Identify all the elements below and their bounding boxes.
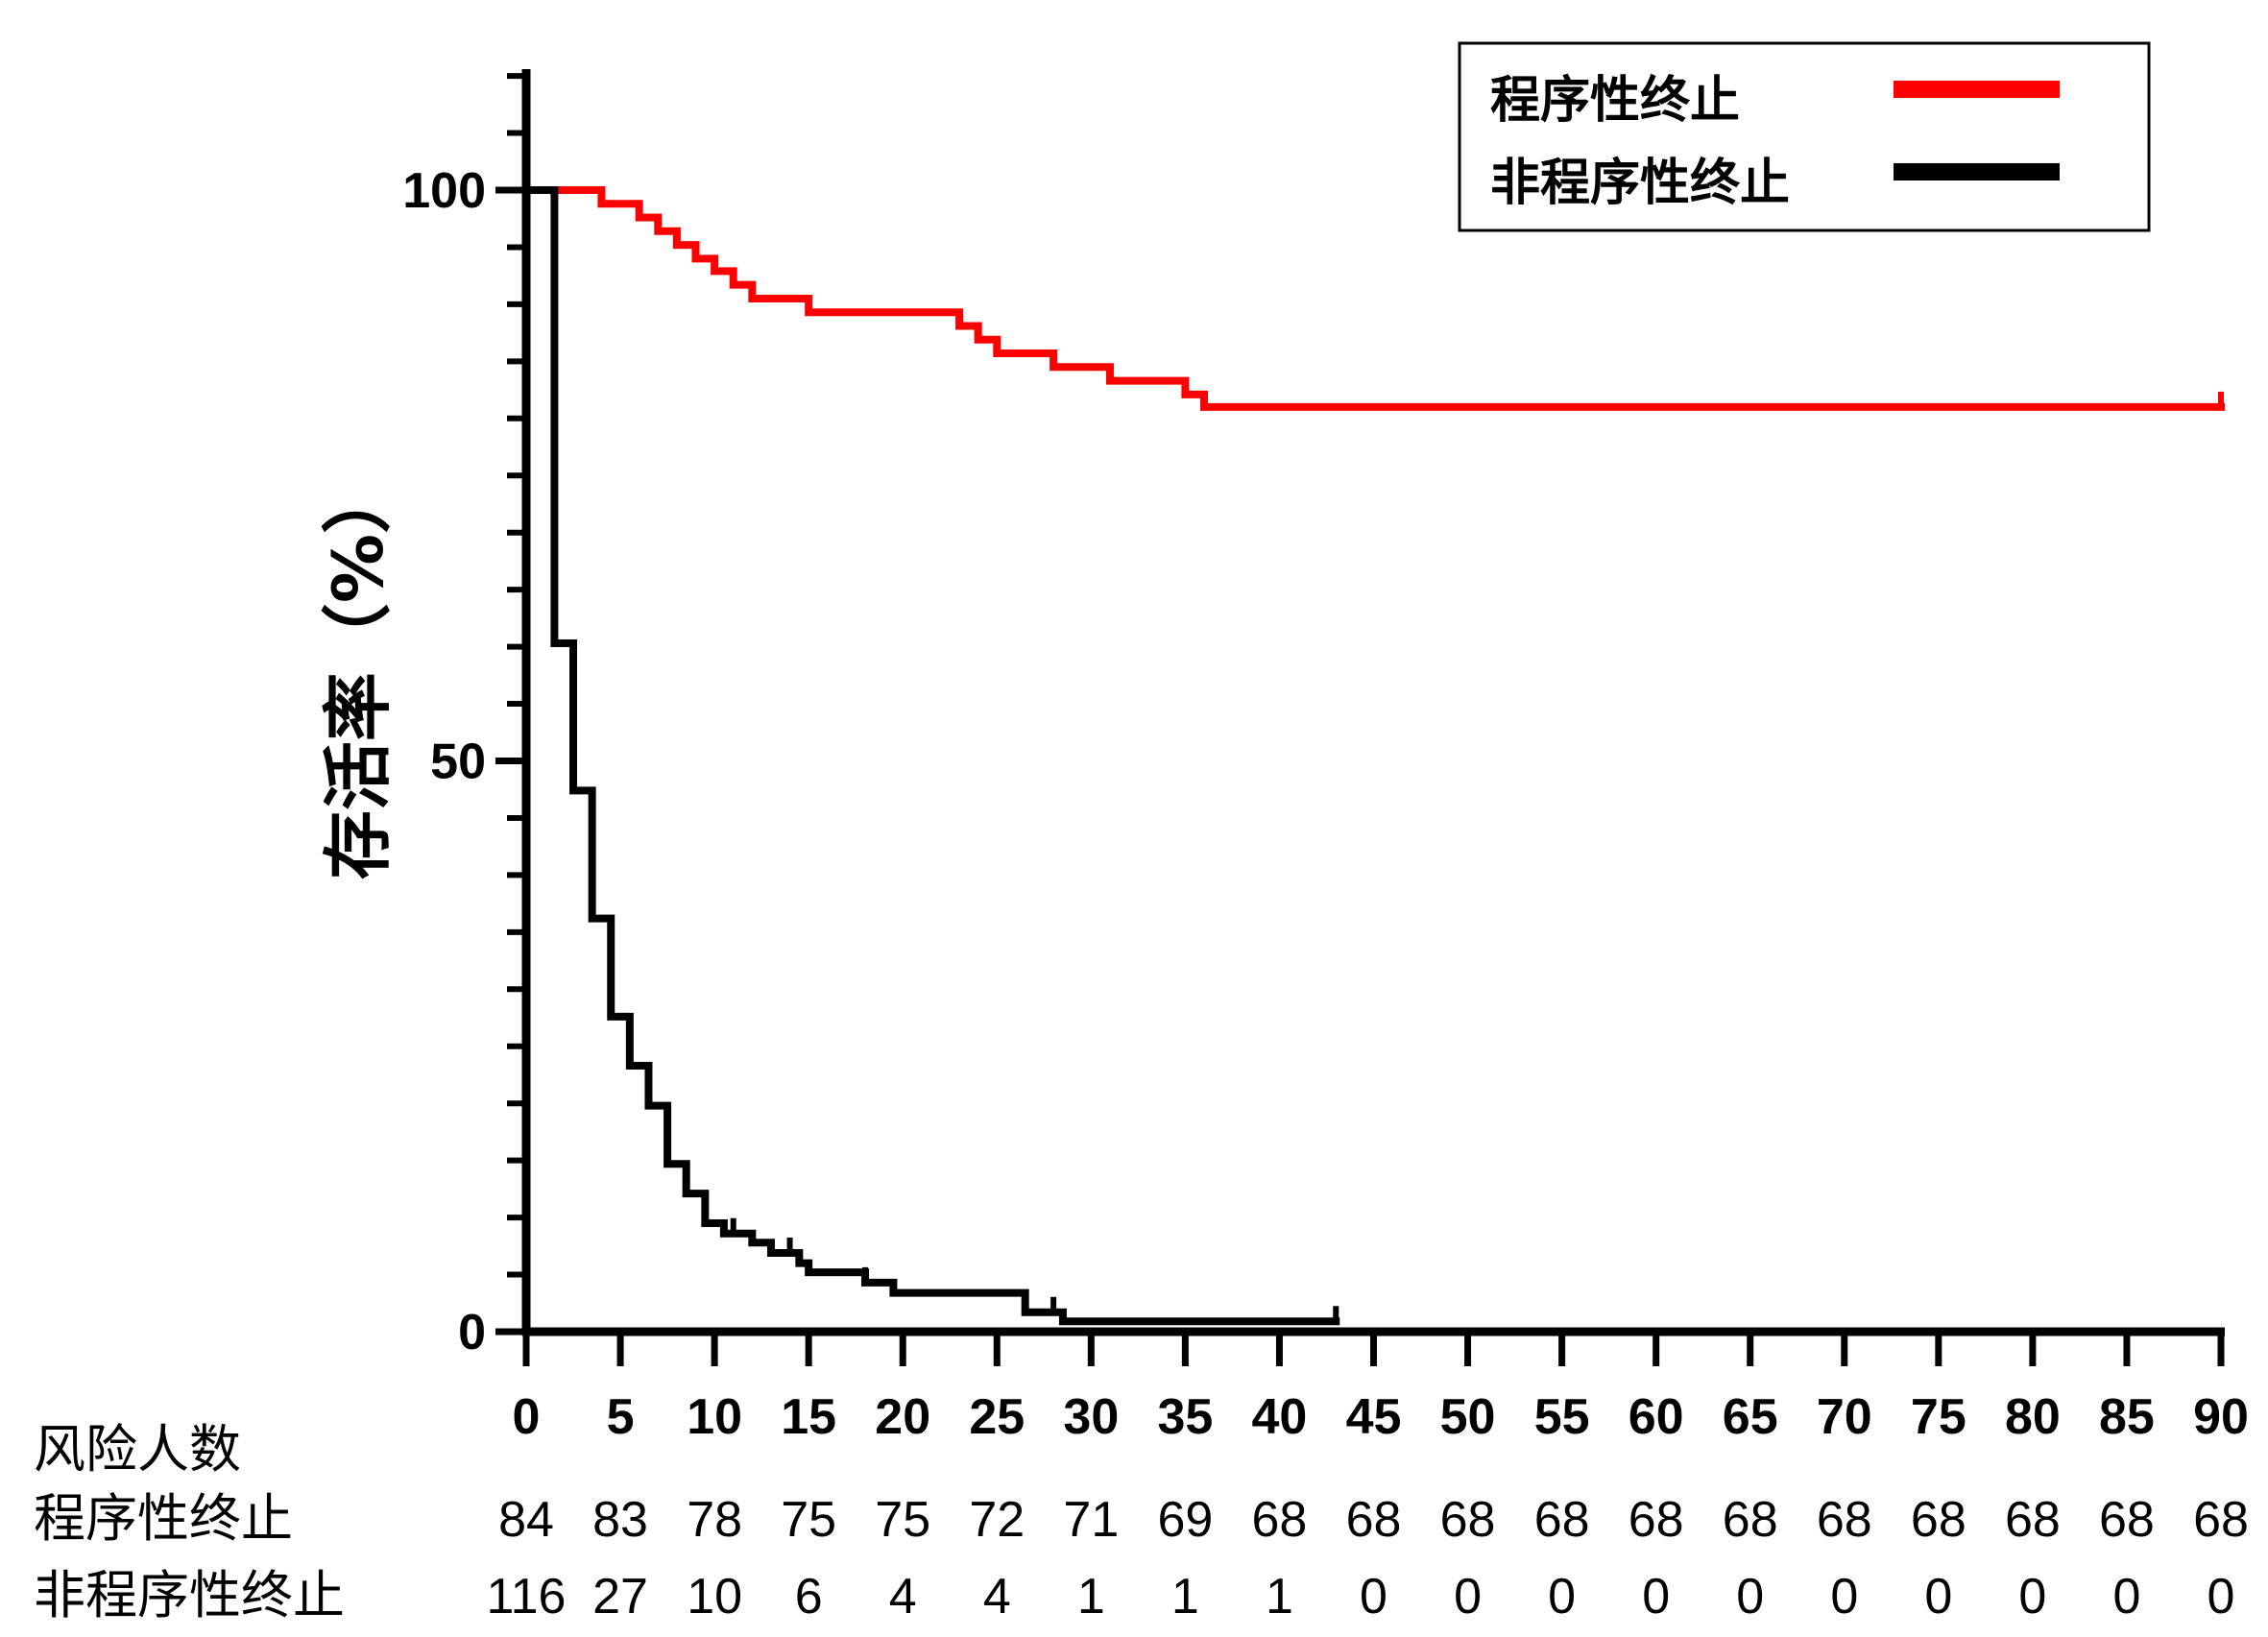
x-tick-label: 80 [2005,1389,2061,1445]
y-tick-label: 100 [402,163,486,219]
risk-value: 68 [1911,1492,1966,1548]
risk-value: 68 [2099,1492,2155,1548]
risk-value: 75 [875,1492,930,1548]
risk-value: 0 [1642,1569,1670,1625]
risk-table-title: 风险人数 [34,1419,241,1480]
x-tick-label: 30 [1063,1389,1119,1445]
risk-value: 6 [795,1569,823,1625]
legend-box [1458,41,2151,232]
risk-value: 68 [1723,1492,1778,1548]
risk-value: 0 [1548,1569,1576,1625]
risk-value: 71 [1063,1492,1119,1548]
risk-value: 68 [1440,1492,1496,1548]
risk-table: 风险人数 程序性终止 非程序性终止 84 83 78 75 75 72 71 69 68 68 68… [34,1419,2249,1625]
risk-value: 10 [687,1569,742,1625]
x-tick-label: 15 [781,1389,836,1445]
curve-programmed [522,186,2225,411]
x-tick-label: 55 [1534,1389,1590,1445]
x-tick-label: 85 [2099,1389,2155,1445]
x-tick-label: 5 [607,1389,635,1445]
risk-value: 27 [592,1569,648,1625]
legend-label-nonprogrammed: 非程序性终止 [1490,155,1790,212]
risk-value: 68 [2193,1492,2249,1548]
x-tick-label: 20 [875,1389,930,1445]
risk-value: 116 [487,1569,567,1625]
risk-value: 0 [1360,1569,1387,1625]
y-tick-label: 50 [430,734,486,790]
risk-value: 4 [983,1569,1011,1625]
risk-value: 0 [1454,1569,1482,1625]
x-tick-label: 0 [513,1389,541,1445]
y-tick-label: 0 [458,1305,486,1360]
x-tick-label: 75 [1911,1389,1966,1445]
risk-value: 68 [1252,1492,1308,1548]
risk-value: 68 [2005,1492,2061,1548]
risk-value: 0 [1830,1569,1858,1625]
curve-nonprogrammed [522,186,1340,1326]
risk-value: 0 [2208,1569,2235,1625]
legend-label-programmed: 程序性终止 [1490,72,1740,130]
risk-row-label-nonprogrammed: 非程序性终止 [34,1565,345,1625]
risk-value: 4 [889,1569,917,1625]
x-tick-label: 70 [1817,1389,1872,1445]
risk-values: 84 83 78 75 75 72 71 69 68 68 68 68 68 68 68 68 68 68 6811… [487,1492,2249,1625]
x-tick-label: 45 [1346,1389,1402,1445]
risk-value: 78 [687,1492,742,1548]
risk-value: 1 [1077,1569,1105,1625]
risk-value: 0 [1736,1569,1764,1625]
risk-value: 1 [1266,1569,1293,1625]
risk-value: 68 [1534,1492,1590,1548]
risk-value: 1 [1171,1569,1199,1625]
risk-row-label-programmed: 程序性终止 [34,1488,293,1549]
risk-value: 68 [1346,1492,1402,1548]
risk-value: 68 [1629,1492,1684,1548]
y-axis: 0 50 100 [402,69,531,1360]
x-axis: 0 5 10 15 20 25 30 35 40 45 50 55 60 65 70 75 80 85 90 [513,1327,2249,1445]
legend: 程序性终止 非程序性终止 [1458,41,2151,232]
x-tick-label: 90 [2193,1389,2249,1445]
x-tick-label: 50 [1440,1389,1496,1445]
x-tick-label: 25 [969,1389,1025,1445]
x-tick-label: 65 [1723,1389,1778,1445]
risk-value: 72 [969,1492,1025,1548]
x-tick-label: 40 [1252,1389,1308,1445]
risk-value: 68 [1817,1492,1872,1548]
plot-area [522,186,2225,1326]
risk-value: 0 [1924,1569,1952,1625]
risk-value: 0 [2112,1569,2140,1625]
y-axis-label: 存活率（%） [318,465,398,879]
risk-value: 75 [781,1492,836,1548]
risk-value: 69 [1157,1492,1213,1548]
risk-value: 0 [2018,1569,2046,1625]
x-tick-label: 10 [687,1389,742,1445]
risk-value: 84 [498,1492,554,1548]
risk-value: 83 [592,1492,648,1548]
x-tick-label: 60 [1629,1389,1684,1445]
x-tick-label: 35 [1157,1389,1213,1445]
